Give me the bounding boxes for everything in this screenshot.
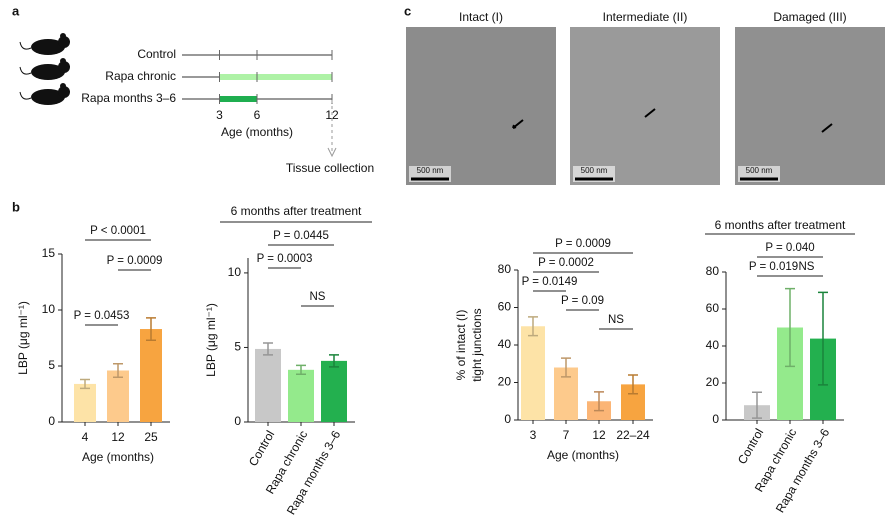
- y-tick-label: 60: [498, 300, 512, 314]
- error-bar: [296, 364, 306, 376]
- bar: [521, 326, 545, 420]
- bar: [288, 369, 314, 422]
- error-bar: [113, 363, 123, 378]
- micrograph: [735, 27, 885, 185]
- significance-label: P < 0.0001: [90, 225, 146, 237]
- significance-label: P = 0.0009: [107, 255, 163, 267]
- x-tick-label: Control: [246, 428, 277, 469]
- x-tick-label: 3: [216, 108, 223, 122]
- micrograph-label: Damaged (III): [773, 10, 846, 24]
- x-tick-label: Control: [735, 426, 766, 467]
- significance-label: P = 0.0453: [74, 310, 130, 322]
- row-label: Rapa months 3–6: [81, 91, 176, 105]
- arrow: [821, 123, 833, 133]
- x-tick-label: 4: [82, 430, 89, 444]
- x-axis-label: Age (months): [547, 448, 619, 462]
- error-bar: [263, 342, 273, 356]
- treatment-bar: [219, 74, 332, 80]
- panel-label: a: [12, 3, 20, 18]
- micrographs: [406, 27, 885, 185]
- mouse-icons: [19, 33, 70, 105]
- y-tick-label: 10: [228, 265, 242, 279]
- significance-label: P = 0.0003: [257, 253, 313, 265]
- x-tick-label: 3: [530, 428, 537, 442]
- y-tick-label: 0: [712, 412, 719, 426]
- significance-label: P = 0.019: [749, 261, 798, 273]
- y-tick-label: 20: [706, 375, 720, 389]
- x-tick-label: 12: [325, 108, 339, 122]
- significance-label: P = 0.0002: [538, 257, 594, 269]
- endpoint-label: Tissue collection: [286, 161, 374, 175]
- panel-label: b: [12, 199, 20, 214]
- bar: [321, 360, 347, 422]
- arrow-head: [327, 147, 337, 158]
- y-tick-label: 80: [498, 262, 512, 276]
- y-axis-label: % of intact (I): [454, 310, 468, 381]
- y-tick-label: 0: [504, 412, 511, 426]
- y-tick-label: 20: [498, 375, 512, 389]
- y-tick-label: 10: [42, 302, 56, 316]
- panel-label: c: [404, 3, 411, 18]
- bar: [74, 383, 96, 422]
- arrow: [512, 119, 524, 129]
- significance-label: NS: [799, 261, 815, 273]
- row-label: Rapa chronic: [105, 69, 176, 83]
- error-bar: [594, 391, 604, 412]
- x-tick-label: 12: [592, 428, 606, 442]
- y-tick-label: 5: [234, 340, 241, 354]
- x-axis-label: Age (months): [221, 125, 293, 139]
- micrograph: [570, 27, 720, 185]
- y-tick-label: 0: [234, 414, 241, 428]
- error-bar: [329, 354, 339, 368]
- scale-bar-label: 500 nm: [417, 166, 444, 175]
- y-tick-label: 80: [706, 264, 720, 278]
- y-axis-label: LBP (μg ml⁻¹): [204, 303, 218, 377]
- significance-label: P = 0.0445: [273, 230, 329, 242]
- x-tick-label: 7: [563, 428, 570, 442]
- error-bar: [80, 378, 90, 390]
- row-label: Control: [137, 47, 176, 61]
- error-bar: [785, 287, 795, 368]
- micrograph-label: Intact (I): [459, 10, 503, 24]
- error-bar: [752, 391, 762, 419]
- bar: [255, 348, 281, 422]
- y-axis-label: tight junctions: [470, 308, 484, 381]
- significance-label: P = 0.0009: [555, 238, 611, 250]
- y-tick-label: 5: [48, 358, 55, 372]
- error-bar: [628, 374, 638, 395]
- x-tick-label: 12: [111, 430, 125, 444]
- chart-title: 6 months after treatment: [715, 218, 846, 232]
- significance-label: P = 0.040: [765, 242, 814, 254]
- y-tick-label: 40: [498, 337, 512, 351]
- significance-label: NS: [608, 314, 624, 326]
- y-tick-label: 0: [48, 414, 55, 428]
- chart-title: 6 months after treatment: [231, 204, 362, 218]
- significance-label: P = 0.0149: [522, 276, 578, 288]
- x-tick-label: 22–24: [616, 428, 650, 442]
- error-bar: [146, 317, 156, 341]
- treatment-bar: [219, 96, 257, 102]
- error-bar: [561, 357, 571, 378]
- micrograph-label: Intermediate (II): [603, 10, 688, 24]
- y-tick-label: 40: [706, 338, 720, 352]
- micrograph: [406, 27, 556, 185]
- significance-label: NS: [310, 291, 326, 303]
- x-axis-label: Age (months): [82, 450, 154, 464]
- x-tick-label: 6: [254, 108, 261, 122]
- scale-bar-label: 500 nm: [581, 166, 608, 175]
- y-tick-label: 15: [42, 246, 56, 260]
- scale-bar-label: 500 nm: [746, 166, 773, 175]
- x-tick-label: 25: [144, 430, 158, 444]
- y-axis-label: LBP (μg ml⁻¹): [16, 301, 30, 375]
- error-bar: [528, 316, 538, 337]
- error-bar: [818, 291, 828, 386]
- arrow: [644, 108, 656, 118]
- bar: [140, 329, 162, 422]
- bar: [107, 370, 129, 422]
- significance-label: P = 0.09: [561, 295, 604, 307]
- y-tick-label: 60: [706, 301, 720, 315]
